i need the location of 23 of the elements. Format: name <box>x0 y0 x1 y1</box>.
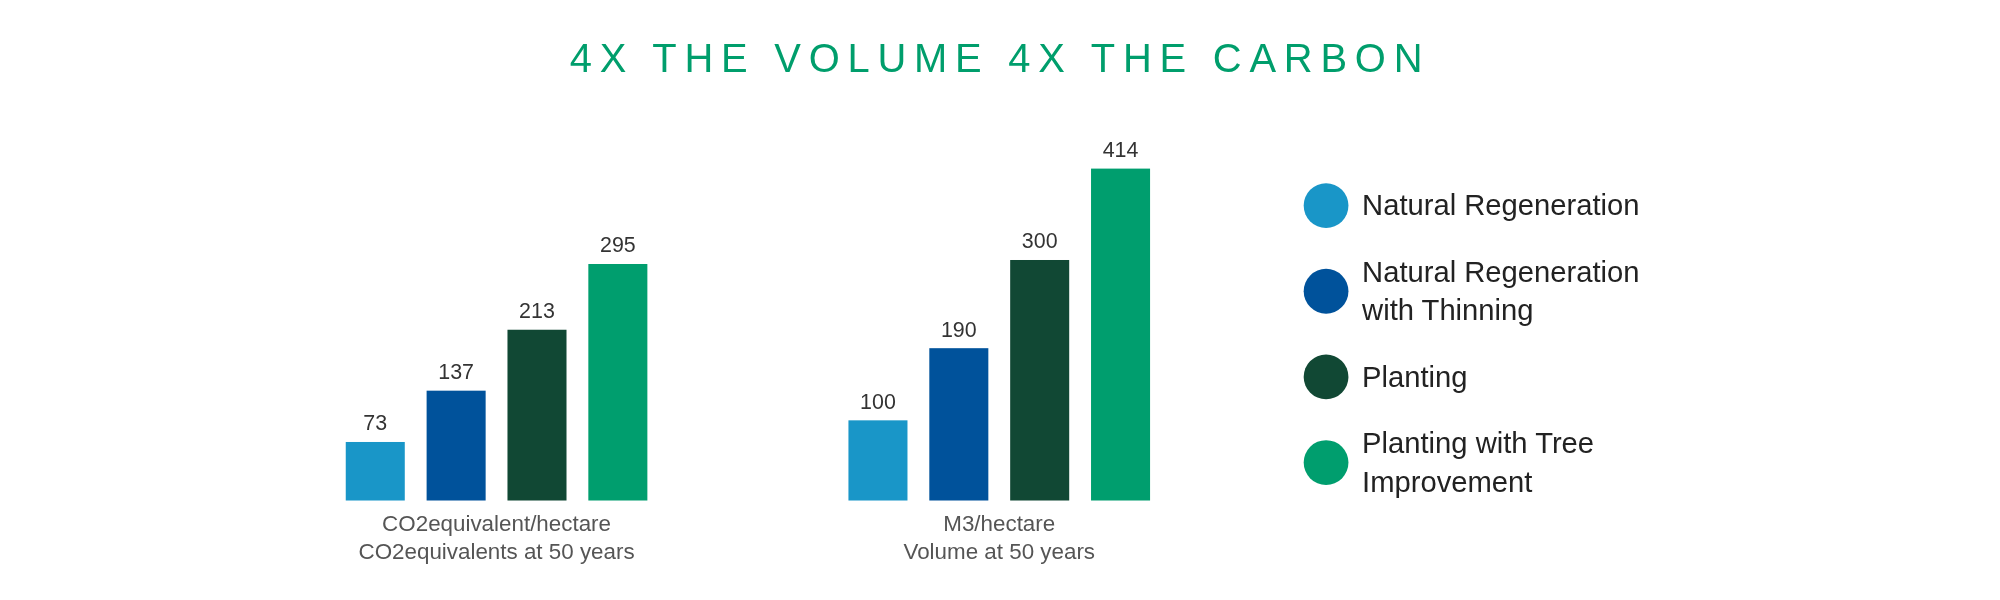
bar <box>507 329 567 501</box>
bar <box>929 348 989 501</box>
data-label: 137 <box>438 359 474 384</box>
data-label: 300 <box>1021 229 1058 254</box>
data-label: 190 <box>940 317 977 342</box>
bar <box>345 441 405 501</box>
bar <box>588 264 648 501</box>
x-tick-label: CO2equivalent/hectare CO2equivalents at 50 years <box>358 510 635 564</box>
data-label: 213 <box>519 299 555 324</box>
data-label: 73 <box>363 411 388 436</box>
data-label: 414 <box>1102 137 1139 162</box>
bar <box>1010 260 1070 501</box>
data-label: 100 <box>860 389 896 414</box>
chart-title: 4X THE VOLUME 4X THE CARBON <box>569 36 1431 81</box>
bar <box>1091 168 1151 501</box>
x-tick-label: M3/hectare Volume at 50 years <box>903 510 1096 564</box>
legend-label: Planting with Tree Improvement <box>1362 426 1595 498</box>
bar <box>848 420 908 501</box>
bar <box>426 390 486 501</box>
legend-label: Natural Regeneration with Thinning <box>1361 255 1640 327</box>
legend-label: Planting <box>1362 360 1468 393</box>
legend-label: Natural Regeneration <box>1362 189 1640 222</box>
data-label: 295 <box>599 233 636 258</box>
